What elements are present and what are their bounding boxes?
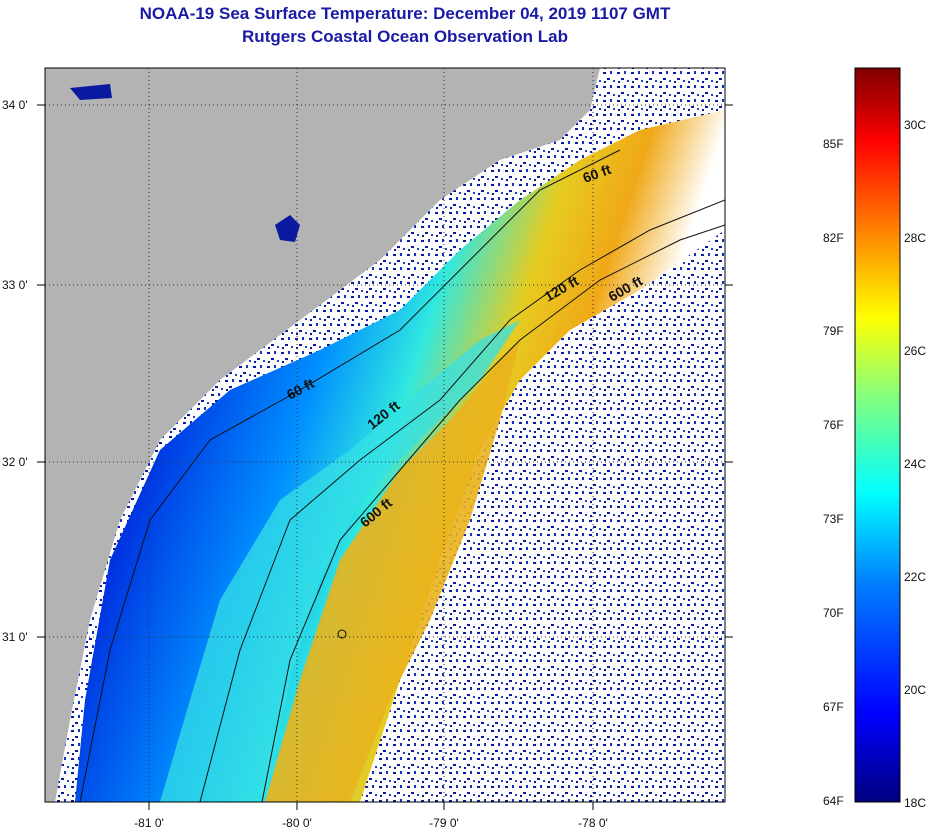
colorbar-f-label: 64F	[823, 794, 844, 808]
latitude-label: 33 0'	[2, 278, 28, 292]
longitude-label: -80 0'	[282, 816, 312, 830]
map-frame	[44, 67, 726, 803]
contour-60ft	[79, 149, 621, 802]
colorbar-f-label: 76F	[823, 418, 844, 432]
lake	[275, 215, 300, 242]
map-title: NOAA-19 Sea Surface Temperature: Decembe…	[139, 4, 671, 23]
colorbar-c-label: 20C	[904, 683, 927, 697]
contour-600ft	[261, 224, 725, 802]
colorbar-f-label: 73F	[823, 512, 844, 526]
colorbar-f-label: 82F	[823, 231, 844, 245]
colorbar-c-label: 18C	[904, 796, 927, 810]
latitude-label: 31 0'	[2, 630, 28, 644]
lake	[70, 84, 112, 100]
gulf-stream-warm-band	[265, 340, 520, 802]
latitude-label: 32 0'	[2, 455, 28, 469]
longitude-label: -81 0'	[134, 816, 164, 830]
colorbar-c-label: 30C	[904, 118, 927, 132]
colorbar-f-label: 79F	[823, 324, 844, 338]
colorbar-c-label: 28C	[904, 231, 927, 245]
colorbar-c-label: 24C	[904, 457, 927, 471]
axis-ticks	[37, 104, 733, 810]
latitude-label: 34 0'	[2, 98, 28, 112]
longitude-label: -78 0'	[578, 816, 608, 830]
colorbar-c-label: 22C	[904, 570, 927, 584]
graticule	[45, 68, 725, 802]
map-subtitle: Rutgers Coastal Ocean Observation Lab	[242, 27, 568, 46]
map-canvas: 60 ft 120 ft 600 ft 120 ft 600 ft 60 ft	[45, 68, 725, 802]
contour-120ft	[199, 199, 725, 802]
colorbar-f-label: 67F	[823, 700, 844, 714]
station-marker	[337, 629, 347, 639]
colorbar	[854, 67, 901, 803]
colorbar-f-label: 70F	[823, 606, 844, 620]
colorbar-c-label: 26C	[904, 344, 927, 358]
cyan-band	[160, 320, 520, 802]
colorbar-f-label: 85F	[823, 137, 844, 151]
longitude-label: -79 0'	[429, 816, 459, 830]
land-mass	[45, 68, 600, 802]
